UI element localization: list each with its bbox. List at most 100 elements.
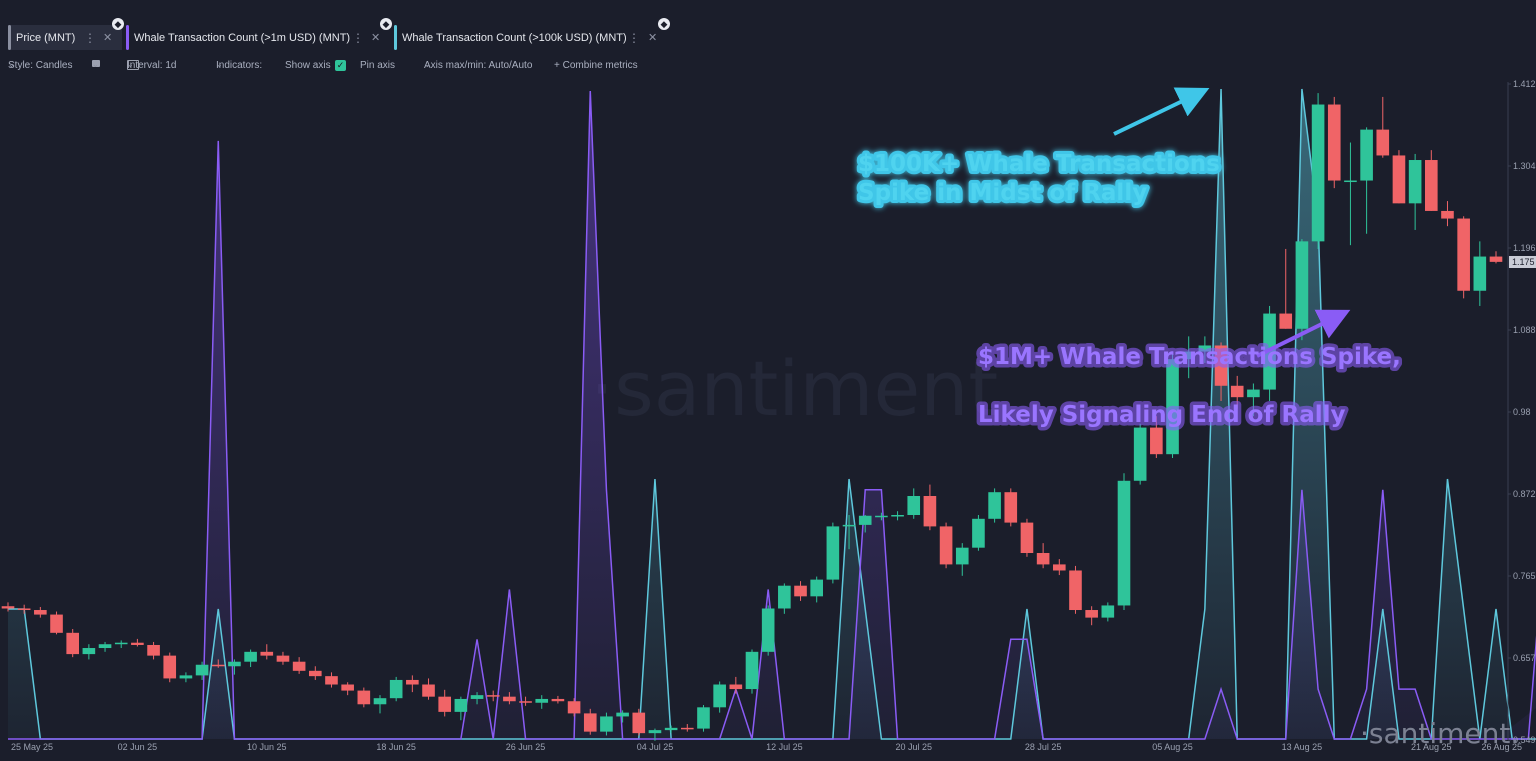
candle-body — [600, 716, 613, 732]
price-candles — [1, 93, 1503, 741]
show-axis-label: Show axis — [285, 60, 331, 71]
x-tick-label: 26 Aug 25 — [1481, 742, 1522, 752]
candle-body — [438, 696, 452, 712]
candle-body — [875, 515, 888, 518]
more-icon[interactable]: ⋮ — [352, 30, 364, 45]
x-tick-label: 25 May 25 — [11, 742, 53, 752]
tab-whale-1m[interactable]: Whale Transaction Count (>1m USD) (MNT) … — [126, 18, 392, 50]
candle-body — [179, 675, 193, 679]
candle-body — [82, 648, 96, 655]
tab-price[interactable]: Price (MNT) ⋮ ✕ ◆ — [8, 18, 124, 50]
candle-body — [826, 526, 840, 580]
candle-body — [519, 701, 532, 703]
x-tick-label: 12 Jul 25 — [766, 742, 803, 752]
candle-body — [341, 684, 354, 691]
candle-body — [972, 518, 985, 548]
annotation-1m-outline-2: Likely Signaling End of Rally — [978, 402, 1345, 428]
chevron-down-icon: ⌄ — [127, 60, 134, 69]
y-tick-label: 0.549 — [1513, 735, 1536, 745]
current-price-badge — [1509, 256, 1536, 268]
candle-body — [50, 614, 63, 633]
candle-body — [114, 642, 128, 645]
indicators-label: Indicators: — [216, 60, 263, 71]
candle-body — [842, 524, 856, 527]
arrow-1m-icon — [1256, 309, 1351, 358]
candle-body — [583, 713, 597, 732]
candle-body — [131, 642, 144, 645]
candle-body — [1166, 359, 1179, 455]
candle-body — [761, 608, 775, 652]
annotation-1m-line2: Likely Signaling End of Rally — [978, 402, 1345, 428]
candle-body — [1069, 570, 1082, 611]
interval-label: Interval: 1d — [127, 60, 177, 71]
candle-body — [34, 610, 47, 615]
candle-body — [697, 707, 710, 729]
candle-body — [406, 679, 419, 685]
annotation-100k-outline-2: Spike in Midst of Rally — [858, 180, 1147, 206]
candle-body — [163, 655, 177, 679]
tab-whale-100k[interactable]: Whale Transaction Count (>100k USD) (MNT… — [394, 18, 670, 50]
close-icon[interactable]: ✕ — [371, 32, 381, 44]
checkbox-checked-icon[interactable]: ✓ — [335, 60, 346, 71]
pin-icon[interactable]: ◆ — [380, 18, 392, 30]
candle-body — [535, 698, 549, 703]
tab-color-bar — [394, 25, 397, 50]
whale-1m-series — [8, 90, 1536, 740]
candle-body — [422, 684, 435, 697]
candle-body — [1214, 345, 1228, 386]
candle-body — [778, 585, 791, 609]
candle-body — [1198, 345, 1212, 352]
y-tick-label: 1.196 — [1513, 243, 1536, 253]
whale-100k-area — [8, 89, 1536, 739]
candle-body — [858, 515, 872, 525]
candle-body — [211, 664, 225, 667]
candle-body — [1489, 256, 1503, 262]
candle-body — [260, 651, 274, 656]
candle-body — [244, 651, 257, 662]
candle-body — [794, 585, 807, 597]
y-tick-label: 1.304 — [1513, 161, 1536, 171]
chevron-down-icon: ⌄ — [8, 60, 15, 69]
annotation-1m-outline-1: $1M+ Whale Transactions Spike, — [978, 344, 1401, 370]
calendar-icon — [127, 60, 139, 70]
candle-body — [1295, 241, 1309, 329]
more-icon[interactable]: ⋮ — [84, 30, 96, 45]
candle-body — [1036, 553, 1050, 565]
candle-body — [1020, 522, 1034, 554]
watermark-corner: ·santiment. — [1360, 717, 1519, 750]
style-label: Style: Candles — [8, 60, 73, 71]
candle-body — [1344, 180, 1357, 183]
annotation-1m-line1: $1M+ Whale Transactions Spike, — [978, 344, 1401, 370]
candle-body — [907, 495, 921, 515]
current-price-label: 1.175 — [1512, 257, 1535, 267]
close-icon[interactable]: ✕ — [648, 32, 658, 44]
candle-body — [1004, 492, 1018, 523]
candle-body — [955, 547, 969, 565]
candle-body — [1247, 389, 1260, 398]
x-tick-label: 04 Jul 25 — [637, 742, 674, 752]
tab-color-bar — [8, 25, 11, 50]
annotation-100k-line1: $100K+ Whale Transactions — [858, 151, 1220, 177]
candle-body — [1117, 480, 1131, 606]
candle-body — [923, 495, 937, 527]
pin-icon[interactable]: ◆ — [658, 18, 670, 30]
candle-body — [1327, 104, 1341, 181]
x-tick-label: 13 Aug 25 — [1282, 742, 1323, 752]
candle-body — [292, 661, 306, 671]
pin-icon[interactable]: ◆ — [112, 18, 124, 30]
candle-body — [147, 644, 160, 656]
color-swatch-icon — [92, 60, 100, 67]
candle-body — [1311, 104, 1325, 242]
candle-body — [664, 727, 678, 731]
candle-body — [389, 679, 403, 699]
x-tick-label: 18 Jun 25 — [376, 742, 416, 752]
more-icon[interactable]: ⋮ — [628, 30, 640, 45]
candle-body — [1279, 313, 1293, 329]
x-tick-label: 21 Aug 25 — [1411, 742, 1452, 752]
tab-label: Price (MNT) — [16, 31, 76, 44]
candle-body — [680, 727, 694, 730]
candle-body — [1052, 564, 1066, 571]
candle-body — [745, 651, 759, 690]
close-icon[interactable]: ✕ — [103, 32, 113, 44]
